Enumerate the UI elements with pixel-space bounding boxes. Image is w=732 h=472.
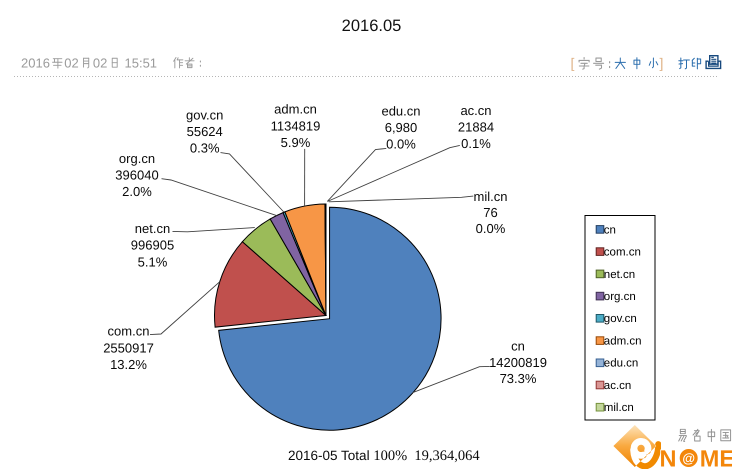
svg-text:adm.cn: adm.cn bbox=[274, 102, 317, 117]
svg-text:02: 02 bbox=[64, 56, 78, 71]
svg-text:adm.cn: adm.cn bbox=[604, 335, 642, 347]
svg-text:ME: ME bbox=[700, 446, 732, 472]
svg-text:mil.cn: mil.cn bbox=[474, 189, 508, 204]
svg-text:2016.05: 2016.05 bbox=[342, 17, 402, 35]
svg-text:[: [ bbox=[571, 55, 575, 71]
svg-text:com.cn: com.cn bbox=[108, 324, 150, 339]
svg-text:gov.cn: gov.cn bbox=[186, 108, 223, 123]
svg-text:]: ] bbox=[660, 55, 664, 71]
svg-text:02: 02 bbox=[93, 56, 107, 71]
svg-text:org.cn: org.cn bbox=[119, 151, 155, 166]
svg-text:76: 76 bbox=[483, 205, 497, 220]
svg-text:2016-05 Total 100% 19,364,064: 2016-05 Total 100% 19,364,064 bbox=[288, 448, 480, 464]
svg-text:396040: 396040 bbox=[115, 167, 158, 182]
svg-text:0.0%: 0.0% bbox=[476, 221, 506, 236]
svg-text:2016: 2016 bbox=[21, 56, 50, 71]
svg-text:5.1%: 5.1% bbox=[138, 254, 168, 269]
svg-text:edu.cn: edu.cn bbox=[604, 358, 639, 370]
svg-text:net.cn: net.cn bbox=[135, 221, 170, 236]
svg-text:0.3%: 0.3% bbox=[190, 141, 220, 156]
svg-text:cn: cn bbox=[604, 224, 616, 236]
svg-text:net.cn: net.cn bbox=[604, 269, 635, 281]
svg-text:13.2%: 13.2% bbox=[110, 357, 147, 372]
svg-text:N: N bbox=[660, 446, 677, 472]
svg-text:edu.cn: edu.cn bbox=[381, 103, 420, 118]
svg-text:@: @ bbox=[682, 450, 695, 465]
svg-text:14200819: 14200819 bbox=[489, 355, 547, 370]
svg-text:15:51: 15:51 bbox=[125, 56, 158, 71]
svg-text:73.3%: 73.3% bbox=[500, 371, 537, 386]
svg-text:ac.cn: ac.cn bbox=[460, 103, 491, 118]
svg-text:2.0%: 2.0% bbox=[122, 184, 152, 199]
svg-text:com.cn: com.cn bbox=[604, 247, 641, 259]
svg-text:0.1%: 0.1% bbox=[461, 136, 491, 151]
svg-text:55624: 55624 bbox=[187, 124, 223, 139]
svg-text:21884: 21884 bbox=[458, 119, 494, 134]
svg-text:6,980: 6,980 bbox=[385, 120, 418, 135]
svg-text:org.cn: org.cn bbox=[604, 291, 636, 303]
svg-text:1134819: 1134819 bbox=[271, 118, 321, 133]
svg-text:cn: cn bbox=[511, 339, 525, 354]
svg-text:2550917: 2550917 bbox=[103, 340, 154, 355]
svg-text:5.9%: 5.9% bbox=[281, 135, 311, 150]
svg-text:gov.cn: gov.cn bbox=[604, 313, 637, 325]
svg-text:0.0%: 0.0% bbox=[386, 137, 416, 152]
svg-text:mil.cn: mil.cn bbox=[604, 402, 634, 414]
svg-text:ac.cn: ac.cn bbox=[604, 380, 632, 392]
svg-text:996905: 996905 bbox=[131, 238, 174, 253]
